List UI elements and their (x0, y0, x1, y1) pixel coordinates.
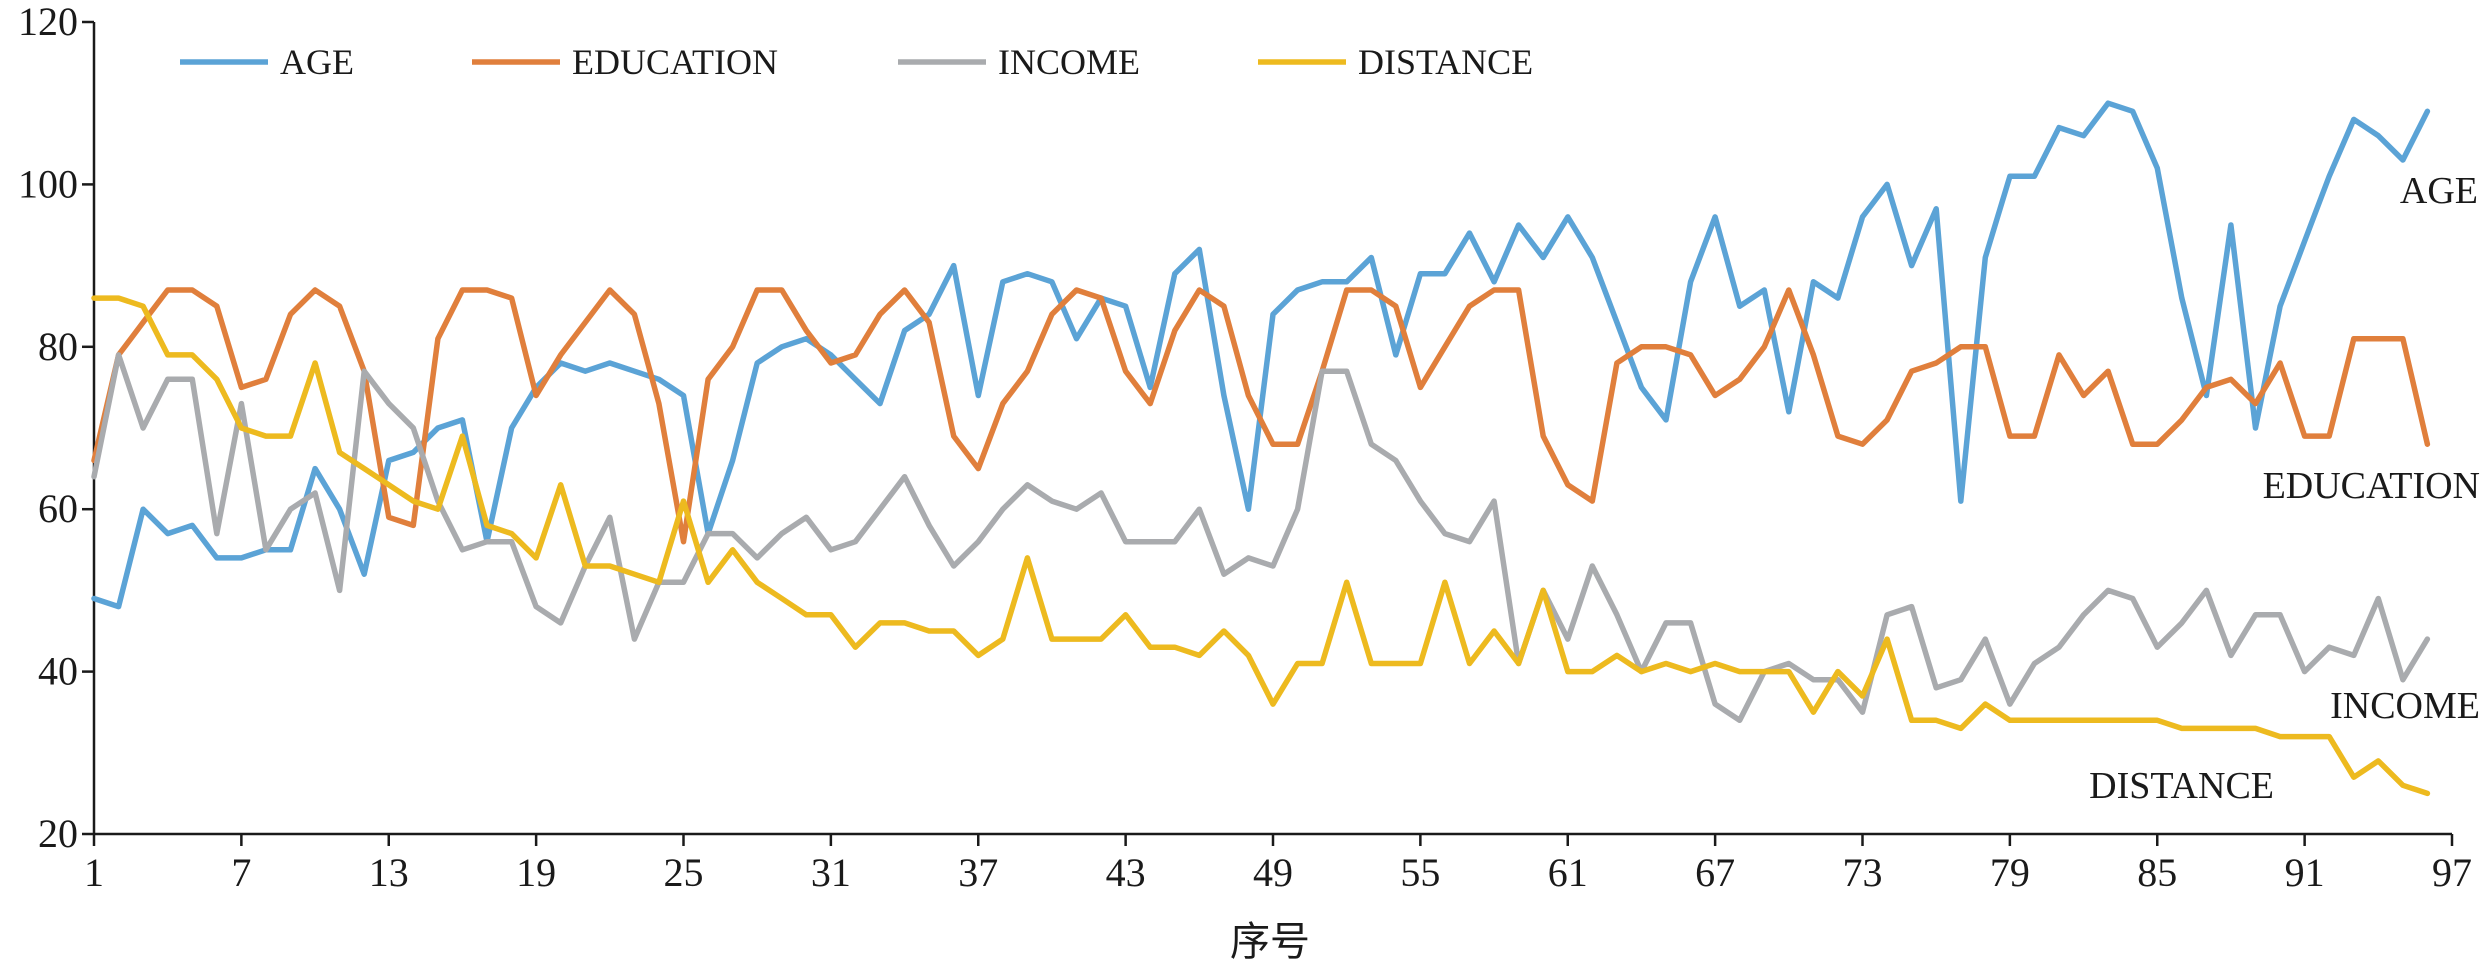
series-line-education (91, 287, 2431, 545)
legend-label-distance: DISTANCE (1358, 42, 1533, 82)
legend-label-income: INCOME (998, 42, 1140, 82)
x-tick-label: 97 (2432, 850, 2472, 895)
y-ticks: 20 40 60 80 100 120 (18, 0, 94, 856)
end-label-education: EDUCATION (2263, 465, 2480, 507)
x-tick-label: 7 (231, 850, 251, 895)
x-tick-label: 43 (1106, 850, 1146, 895)
x-tick-label: 31 (811, 850, 851, 895)
series-lines (91, 100, 2431, 797)
x-tick-label: 13 (369, 850, 409, 895)
x-tick-label: 55 (1400, 850, 1440, 895)
series-line-age (91, 100, 2431, 610)
x-tick-label: 49 (1253, 850, 1293, 895)
y-tick-label: 60 (38, 486, 78, 531)
end-label-age: AGE (2400, 170, 2478, 212)
legend-label-age: AGE (280, 42, 354, 82)
x-tick-label: 91 (2285, 850, 2325, 895)
y-tick-label: 100 (18, 161, 78, 206)
x-tick-label: 1 (84, 850, 104, 895)
x-tick-label: 19 (516, 850, 556, 895)
y-tick-label: 80 (38, 324, 78, 369)
x-tick-label: 73 (1843, 850, 1883, 895)
end-label-distance: DISTANCE (2089, 765, 2274, 807)
series-line-distance (91, 295, 2431, 797)
legend-label-education: EDUCATION (572, 42, 778, 82)
legend: AGE EDUCATION INCOME DISTANCE (180, 42, 1533, 82)
x-tick-label: 25 (664, 850, 704, 895)
x-tick-label: 67 (1695, 850, 1735, 895)
series-end-labels: AGE EDUCATION INCOME DISTANCE (2089, 170, 2480, 807)
x-tick-label: 61 (1548, 850, 1588, 895)
y-tick-label: 120 (18, 0, 78, 44)
axes (92, 22, 2452, 836)
x-tick-label: 79 (1990, 850, 2030, 895)
end-label-income: INCOME (2330, 685, 2480, 727)
x-axis-title: 序号 (1230, 919, 1310, 964)
series-line-income (91, 352, 2431, 724)
x-tick-label: 37 (958, 850, 998, 895)
x-tick-label: 85 (2137, 850, 2177, 895)
x-ticks: 1 7 13 19 25 31 37 43 49 55 61 67 73 79 85 91 97 (84, 834, 2472, 895)
y-tick-label: 40 (38, 649, 78, 694)
y-tick-label: 20 (38, 811, 78, 856)
